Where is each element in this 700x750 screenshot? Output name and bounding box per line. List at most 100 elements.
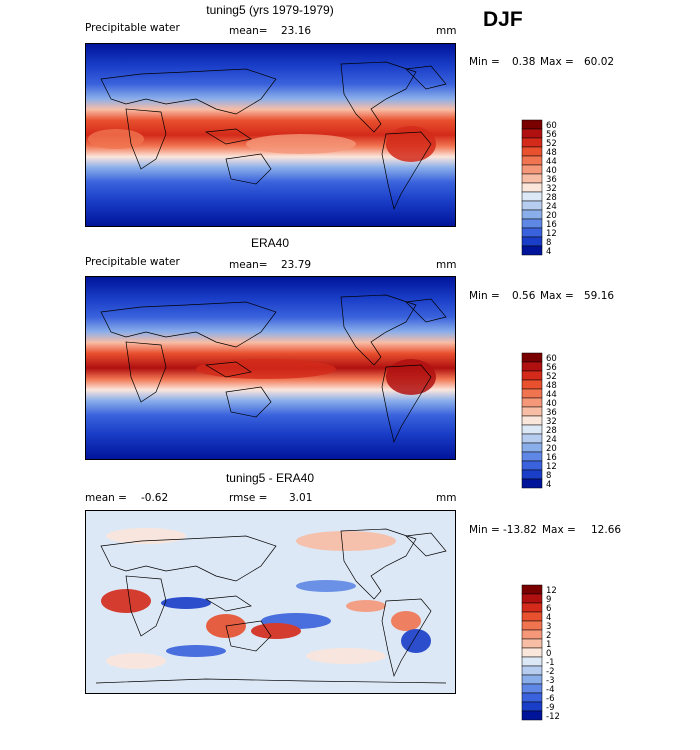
colorbar-swatch [521,710,543,721]
colorbar-swatch [521,701,543,712]
colorbar-swatch [521,119,543,130]
colorbar-tick-label: -4 [546,685,554,695]
panel3-colorbar: 12 9 6 4 3 2 1 0 -1 -2 -3 -4 -6 -9 -12 [520,545,580,750]
colorbar-swatch [521,406,543,417]
panel1-variable-label: Precipitable water [85,22,180,34]
colorbar-tick-label: 20 [546,211,557,221]
panel2-map-svg [86,277,455,459]
colorbar-tick-label: -2 [546,667,554,677]
colorbar-swatch [521,128,543,139]
colorbar-tick-label: 16 [546,220,557,230]
panel2-max-label: Max = [540,290,574,302]
panel2-map [85,276,456,460]
colorbar-swatch [521,478,543,489]
panel2-mean-value: 23.79 [281,259,312,271]
colorbar-swatch [521,620,543,631]
colorbar-tick-label: 4 [546,480,551,490]
colorbar-tick-label: 36 [546,175,557,185]
colorbar-tick-label: 48 [546,148,557,158]
colorbar-swatch [521,584,543,595]
colorbar-swatch [521,245,543,256]
panel2-min-label: Min = [469,290,500,302]
colorbar-tick-label: 40 [546,166,557,176]
colorbar-swatch [521,146,543,157]
colorbar-tick-label: 52 [546,372,557,382]
colorbar-tick-label: 24 [546,202,557,212]
panel1-min-label: Min = [469,56,500,68]
colorbar-swatch [521,611,543,622]
colorbar-swatch [521,433,543,444]
panel1-min-value: 0.38 [512,56,536,68]
colorbar-tick-label: 8 [546,471,551,481]
colorbar-tick-label: 40 [546,399,557,409]
colorbar-swatch [521,593,543,604]
colorbar-tick-label: 44 [546,390,557,400]
colorbar-swatch [521,638,543,649]
colorbar-tick-label: -6 [546,694,554,704]
colorbar-swatch [521,647,543,658]
colorbar-swatch [521,674,543,685]
colorbar-swatch [521,370,543,381]
colorbar-tick-label: -12 [546,712,560,722]
colorbar-swatch [521,451,543,462]
colorbar-swatch [521,415,543,426]
colorbar-tick-label: 32 [546,417,557,427]
colorbar-swatch [521,218,543,229]
colorbar-tick-label: 12 [546,586,557,596]
colorbar-swatch [521,424,543,435]
panel3-rmse-label: rmse = [229,492,268,504]
colorbar-tick-label: 60 [546,121,557,131]
colorbar-tick-label: 12 [546,462,557,472]
panel1-title: tuning5 (yrs 1979-1979) [206,3,334,17]
colorbar-tick-label: 28 [546,426,557,436]
colorbar-swatch [521,352,543,363]
panel3-title: tuning5 - ERA40 [225,471,315,485]
panel3-map [85,510,456,694]
panel3-map-svg [86,511,455,693]
colorbar-swatch [521,442,543,453]
colorbar-tick-label: 12 [546,229,557,239]
panel3-min-value: -13.82 [503,524,537,536]
colorbar-tick-label: 8 [546,238,551,248]
season-label: DJF [483,8,523,31]
colorbar-swatch [521,665,543,676]
panel2-variable-label: Precipitable water [85,256,180,268]
colorbar-tick-label: 6 [546,604,551,614]
colorbar-tick-label: 44 [546,157,557,167]
colorbar-swatch [521,209,543,220]
panel1-max-value: 60.02 [584,56,615,68]
colorbar-tick-label: 2 [546,631,551,641]
panel3-max-label: Max = [542,524,576,536]
colorbar-tick-label: 9 [546,595,551,605]
colorbar-tick-label: 24 [546,435,557,445]
colorbar-tick-label: 0 [546,649,551,659]
panel1-mean-label: mean= [229,25,268,37]
colorbar-tick-label: 60 [546,354,557,364]
colorbar-swatch [521,397,543,408]
panel2-min-value: 0.56 [512,290,536,302]
colorbar-swatch [521,173,543,184]
colorbar-swatch [521,164,543,175]
panel2-colorbar: 60 56 52 48 44 40 36 32 28 24 20 16 12 8 4 [520,313,580,518]
colorbar-swatch [521,137,543,148]
panel1-colorbar: 60 56 52 48 44 40 36 32 28 24 20 16 12 8 4 [520,80,580,285]
colorbar-tick-label: 20 [546,444,557,454]
colorbar-tick-label: 32 [546,184,557,194]
colorbar-swatch [521,361,543,372]
colorbar-tick-label: 48 [546,381,557,391]
colorbar-tick-label: 3 [546,622,551,632]
colorbar-tick-label: 28 [546,193,557,203]
colorbar-swatch [521,629,543,640]
panel2-mean-label: mean= [229,259,268,271]
colorbar-swatch [521,200,543,211]
colorbar-tick-label: 4 [546,613,551,623]
colorbar-swatch [521,656,543,667]
colorbar-swatch [521,683,543,694]
panel3-mean-label: mean = [85,492,127,504]
colorbar-tick-label: 1 [546,640,551,650]
colorbar-swatch [521,155,543,166]
colorbar-tick-label: -3 [546,676,554,686]
panel3-max-value: 12.66 [591,524,622,536]
colorbar-swatch [521,191,543,202]
